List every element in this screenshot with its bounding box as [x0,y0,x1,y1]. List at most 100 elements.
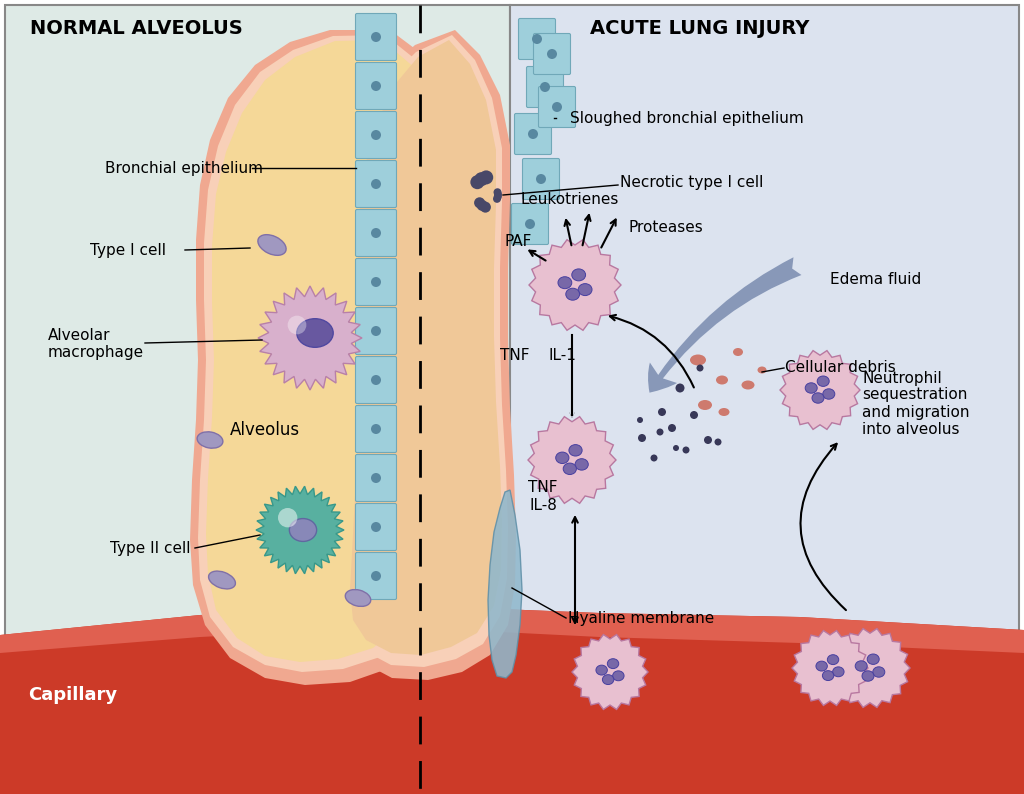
Polygon shape [528,417,616,503]
FancyBboxPatch shape [355,406,396,453]
Polygon shape [344,35,508,667]
FancyBboxPatch shape [355,160,396,207]
Ellipse shape [579,283,592,295]
Circle shape [494,193,502,201]
Circle shape [371,326,381,336]
Circle shape [656,429,664,435]
Circle shape [540,82,550,92]
Text: sequestration: sequestration [862,387,968,403]
Ellipse shape [716,376,728,384]
Ellipse shape [758,367,767,373]
Ellipse shape [612,671,624,680]
Circle shape [532,34,542,44]
Text: Edema fluid: Edema fluid [830,272,922,287]
Text: Necrotic type I cell: Necrotic type I cell [620,175,763,190]
Text: ACUTE LUNG INJURY: ACUTE LUNG INJURY [590,18,809,37]
FancyBboxPatch shape [355,454,396,502]
FancyBboxPatch shape [355,307,396,354]
Ellipse shape [862,671,874,681]
Circle shape [371,424,381,434]
Polygon shape [206,40,442,662]
Text: NORMAL ALVEOLUS: NORMAL ALVEOLUS [30,18,243,37]
Text: Proteases: Proteases [628,221,702,236]
FancyBboxPatch shape [518,18,555,60]
FancyBboxPatch shape [355,503,396,550]
Ellipse shape [566,288,580,300]
Ellipse shape [563,463,577,475]
Ellipse shape [698,400,712,410]
Polygon shape [198,35,450,672]
Text: Capillary: Capillary [28,686,117,704]
Circle shape [547,49,557,59]
Circle shape [494,188,502,196]
Circle shape [696,364,703,372]
Ellipse shape [575,459,588,470]
FancyBboxPatch shape [539,87,575,128]
Circle shape [288,316,306,334]
Text: TNF: TNF [501,348,530,363]
Ellipse shape [812,393,824,403]
Ellipse shape [602,675,613,684]
FancyBboxPatch shape [355,63,396,110]
Ellipse shape [719,408,729,416]
FancyBboxPatch shape [355,13,396,60]
Text: Sloughed bronchial epithelium: Sloughed bronchial epithelium [570,110,804,125]
FancyBboxPatch shape [526,67,563,107]
Circle shape [371,277,381,287]
Circle shape [536,174,546,184]
Ellipse shape [833,667,844,676]
Text: Type II cell: Type II cell [110,541,190,556]
Circle shape [637,417,643,423]
Circle shape [676,384,684,392]
Ellipse shape [571,269,586,281]
Text: Type I cell: Type I cell [90,242,166,257]
Circle shape [474,197,485,208]
Polygon shape [258,286,362,390]
Polygon shape [510,5,1019,789]
FancyBboxPatch shape [355,357,396,403]
Circle shape [371,571,381,581]
FancyBboxPatch shape [355,259,396,306]
Circle shape [705,436,712,444]
Circle shape [650,454,657,461]
Text: Hyaline membrane: Hyaline membrane [568,611,715,626]
Ellipse shape [690,354,706,365]
Circle shape [658,408,666,416]
Circle shape [371,130,381,140]
Text: Neutrophil: Neutrophil [862,371,942,386]
Text: Cellular debris: Cellular debris [785,360,896,376]
Text: IL-1: IL-1 [548,348,575,363]
Ellipse shape [855,661,867,671]
Polygon shape [256,486,344,574]
Ellipse shape [290,518,316,542]
Polygon shape [488,490,522,678]
Text: into alveolus: into alveolus [862,422,959,437]
Polygon shape [830,629,910,707]
Polygon shape [572,634,648,709]
Circle shape [528,129,538,139]
Circle shape [668,424,676,432]
Polygon shape [5,5,510,789]
Ellipse shape [209,571,236,589]
Circle shape [371,32,381,42]
Text: and migration: and migration [862,404,970,419]
Ellipse shape [297,318,333,347]
Polygon shape [529,240,621,330]
Circle shape [673,445,679,451]
Text: TNF: TNF [528,480,558,495]
Circle shape [371,81,381,91]
Circle shape [525,219,535,229]
Polygon shape [340,30,516,680]
Ellipse shape [817,376,829,387]
FancyBboxPatch shape [534,33,570,75]
Circle shape [371,522,381,532]
FancyBboxPatch shape [514,114,552,155]
Ellipse shape [258,235,286,256]
Circle shape [690,411,698,419]
Circle shape [715,438,722,445]
Circle shape [371,179,381,189]
Ellipse shape [867,654,880,665]
Circle shape [278,508,297,527]
Ellipse shape [607,659,618,669]
Circle shape [683,446,689,453]
